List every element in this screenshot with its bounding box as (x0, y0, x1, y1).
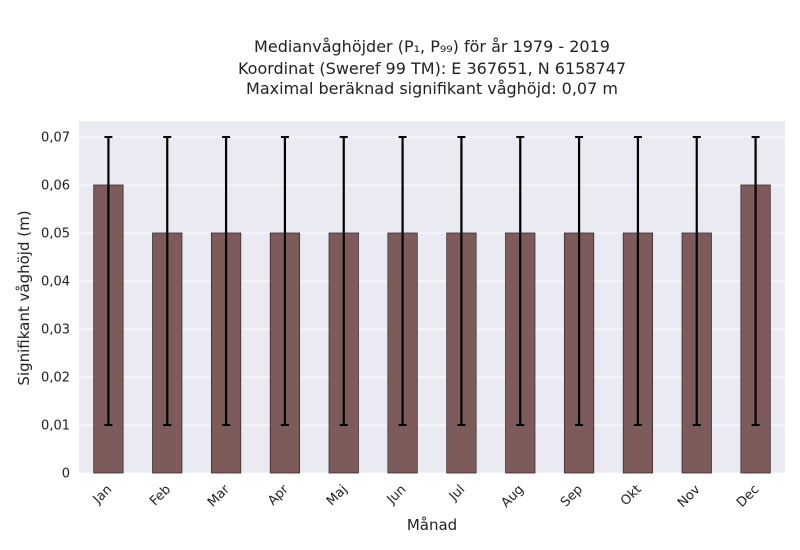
chart-title-line-3: Maximal beräknad signifikant våghöjd: 0,… (246, 79, 618, 98)
error-bar-apr (280, 136, 289, 426)
x-tick-label: Nov (675, 482, 704, 511)
y-tick-label: 0,04 (41, 275, 70, 290)
x-tick-label: Jul (446, 482, 468, 504)
x-tick-label: Apr (265, 482, 292, 509)
y-tick-label: 0,05 (41, 227, 70, 242)
error-bar-feb (163, 136, 172, 426)
error-bar-dec (751, 136, 760, 426)
y-axis-label: Signifikant våghöjd (m) (15, 210, 33, 385)
error-bar-jun (398, 136, 407, 426)
error-bar-sep (575, 136, 584, 426)
error-bar-maj (339, 136, 348, 426)
y-tick-label: 0,01 (41, 419, 70, 434)
x-tick-label: Sep (558, 482, 586, 510)
error-bar-nov (692, 136, 701, 426)
grid-lines (79, 136, 785, 474)
x-tick-label: Dec (734, 482, 762, 510)
chart-title-line-1: Medianvåghöjder (P₁, P₉₉) för år 1979 - … (254, 37, 610, 56)
error-bar-okt (633, 136, 642, 426)
plot-area (79, 121, 785, 473)
x-tick-label: Okt (618, 482, 645, 509)
error-bar-aug (516, 136, 525, 426)
x-tick-label: Aug (499, 482, 528, 511)
error-bar-jan (104, 136, 113, 426)
y-axis-ticks: 0 0,01 0,02 0,03 0,04 0,05 0,06 0,07 (41, 131, 70, 482)
x-tick-label: Jun (384, 482, 410, 508)
x-axis-ticks: Jan Feb Mar Apr Maj Jun Jul Aug Sep Okt Nov Dec (90, 482, 763, 511)
chart-title-line-2: Koordinat (Sweref 99 TM): E 367651, N 61… (238, 59, 626, 78)
x-tick-label: Jan (90, 482, 115, 507)
y-tick-label: 0,07 (41, 131, 70, 146)
y-tick-label: 0,06 (41, 179, 70, 194)
y-tick-label: 0,02 (41, 371, 70, 386)
y-tick-label: 0,03 (41, 323, 70, 338)
y-tick-label: 0 (62, 467, 70, 482)
x-tick-label: Maj (324, 482, 351, 509)
error-bar-mar (222, 136, 231, 426)
x-tick-label: Mar (205, 482, 233, 510)
x-axis-label: Månad (407, 516, 457, 534)
x-tick-label: Feb (147, 482, 174, 509)
error-bars (104, 136, 760, 426)
error-bar-jul (457, 136, 466, 426)
